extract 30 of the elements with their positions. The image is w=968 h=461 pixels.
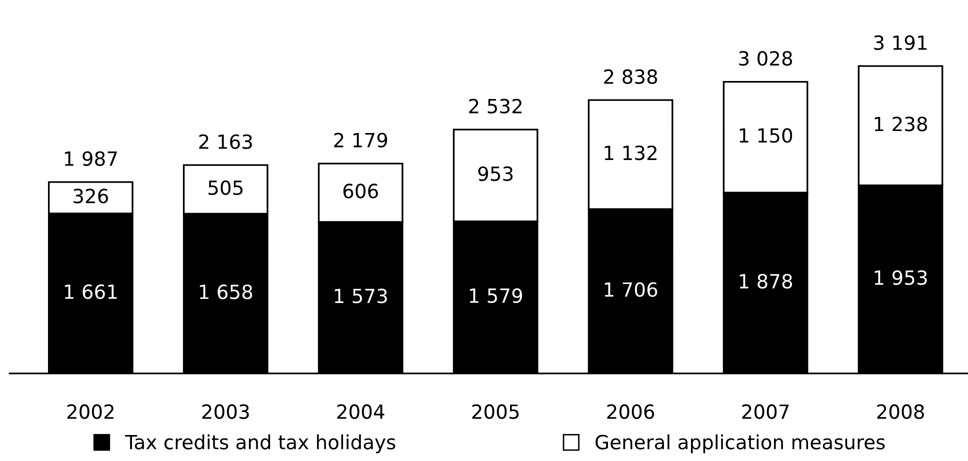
legend-label: General application measures bbox=[596, 434, 885, 454]
data-label: 505 bbox=[208, 180, 242, 196]
x-tick-label: 2006 bbox=[607, 404, 654, 420]
data-label: 1 573 bbox=[334, 288, 387, 304]
total-label: 2 179 bbox=[334, 132, 388, 148]
data-label: 1 579 bbox=[470, 288, 522, 304]
x-tick-label: 2005 bbox=[472, 404, 519, 420]
data-label: 1 661 bbox=[64, 284, 117, 300]
data-label: 1 238 bbox=[874, 116, 928, 132]
total-label: 3 028 bbox=[739, 51, 792, 66]
data-label: 1 658 bbox=[200, 284, 252, 300]
x-tick-label: 2003 bbox=[202, 404, 249, 420]
total-label: 1 987 bbox=[64, 151, 117, 166]
data-label: 1 132 bbox=[604, 146, 656, 160]
data-label: 953 bbox=[478, 166, 513, 182]
x-tick-label: 2008 bbox=[877, 404, 924, 420]
data-label: 606 bbox=[343, 184, 378, 198]
legend-label: Tax credits and tax holidays bbox=[125, 434, 396, 454]
total-label: 2 163 bbox=[199, 134, 252, 150]
data-label: 1 878 bbox=[740, 274, 792, 289]
total-label: 3 191 bbox=[874, 35, 927, 50]
x-tick-label: 2007 bbox=[742, 404, 789, 420]
total-label: 2 532 bbox=[469, 98, 522, 114]
x-tick-label: 2002 bbox=[67, 404, 114, 420]
x-tick-label: 2004 bbox=[337, 404, 384, 420]
data-label: 1 953 bbox=[874, 270, 927, 286]
data-label: 326 bbox=[74, 188, 108, 204]
total-label: 2 838 bbox=[604, 69, 658, 84]
data-label: 1 150 bbox=[740, 128, 792, 143]
data-label: 1 706 bbox=[604, 282, 658, 297]
